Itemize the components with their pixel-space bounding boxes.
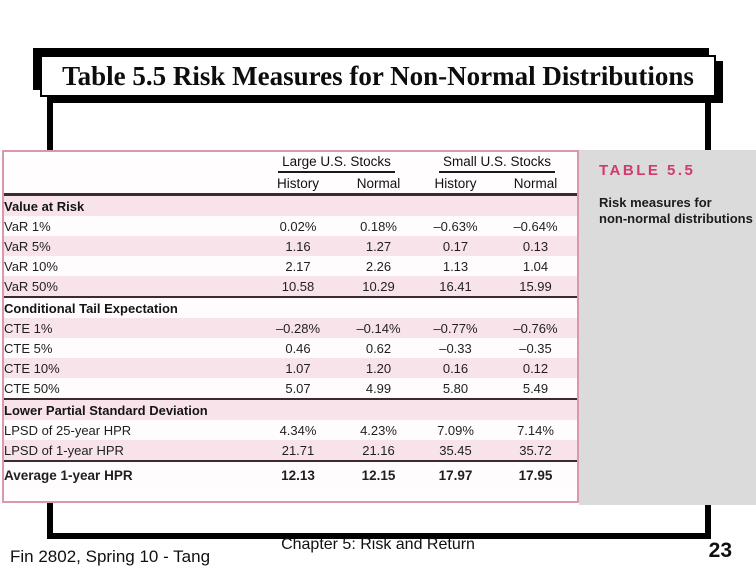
footer-course-label: Fin 2802, Spring 10 - Tang [10,547,211,566]
footer-chapter-label: Chapter 5: Risk and Return [281,536,475,553]
risk-table: Large U.S. Stocks Small U.S. Stocks Hist… [2,150,579,503]
caption-text: Risk measures for non-normal distributio… [599,195,756,228]
table-row-cte-5: CTE 5% 0.46 0.62 –0.33 –0.35 [4,338,577,358]
table-row-lpsd-1yr: LPSD of 1-year HPR 21.71 21.16 35.45 35.… [4,440,577,461]
section-row-cte: Conditional Tail Expectation [4,296,577,318]
slide-page-number: 23 [708,539,732,562]
table-row-average-hpr: Average 1-year HPR 12.13 12.15 17.97 17.… [4,460,577,488]
table-caption-panel: TABLE 5.5 Risk measures for non-normal d… [579,150,756,505]
table-sub-header-row: History Normal History Normal [4,173,577,196]
table-group-header-row: Large U.S. Stocks Small U.S. Stocks [4,152,577,173]
slide-title-box: Table 5.5 Risk Measures for Non-Normal D… [40,55,716,97]
caption-line-1: Risk measures for [599,195,712,210]
col-header-normal-large: Normal [340,173,417,196]
table-row-cte-10: CTE 10% 1.07 1.20 0.16 0.12 [4,358,577,378]
col-header-history-small: History [417,173,494,196]
group-header-large-stocks: Large U.S. Stocks [278,152,395,173]
table-row-var-10: VaR 10% 2.17 2.26 1.13 1.04 [4,256,577,276]
risk-measures-table: Large U.S. Stocks Small U.S. Stocks Hist… [4,152,577,488]
group-header-small-stocks: Small U.S. Stocks [438,152,556,173]
slide-title: Table 5.5 Risk Measures for Non-Normal D… [62,60,694,91]
col-header-history-large: History [256,173,340,196]
caption-line-2: non-normal distributions [599,211,753,227]
table-row-var-50: VaR 50% 10.58 10.29 16.41 15.99 [4,276,577,297]
section-row-lpsd: Lower Partial Standard Deviation [4,398,577,420]
table-row-cte-50: CTE 50% 5.07 4.99 5.80 5.49 [4,378,577,399]
section-row-value-at-risk: Value at Risk [4,194,577,216]
table-row-var-1: VaR 1% 0.02% 0.18% –0.63% –0.64% [4,216,577,236]
table-row-cte-1: CTE 1% –0.28% –0.14% –0.77% –0.76% [4,318,577,338]
table-row-lpsd-25yr: LPSD of 25-year HPR 4.34% 4.23% 7.09% 7.… [4,420,577,440]
col-header-normal-small: Normal [494,173,577,196]
caption-label: TABLE 5.5 [599,162,696,179]
table-row-var-5: VaR 5% 1.16 1.27 0.17 0.13 [4,236,577,256]
